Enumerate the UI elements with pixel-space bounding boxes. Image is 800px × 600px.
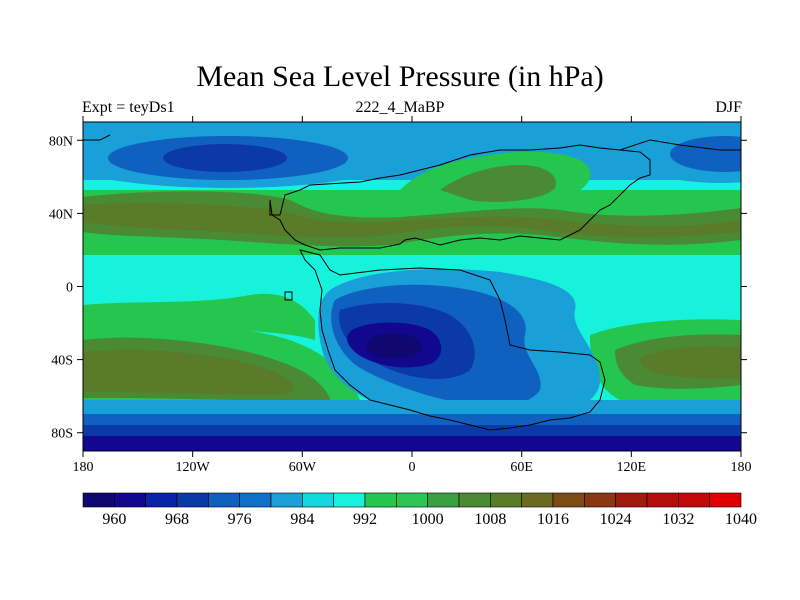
lat-tick-label: 80S — [51, 427, 73, 442]
asian-high-core — [440, 165, 556, 202]
season-label: DJF — [715, 99, 742, 116]
south-pacific-green-band — [83, 293, 315, 340]
colorbar-label: 1008 — [474, 511, 506, 528]
colorbar-swatch — [145, 492, 178, 508]
longitude-axis: 180 120W 60W 0 60E 120E 180 — [73, 116, 752, 475]
lon-tick-label: 60W — [289, 460, 317, 475]
pressure-field — [83, 122, 741, 451]
colorbar-label: 1000 — [412, 511, 444, 528]
south-pacific-high-core — [83, 349, 294, 395]
colorbar-swatch — [427, 492, 460, 508]
lat-tick-label: 0 — [66, 281, 73, 296]
laurasia-coast — [269, 144, 651, 251]
colorbar-swatch — [521, 492, 554, 508]
southern-polar-core — [83, 436, 741, 451]
colorbar: 960 968 976 984 992 1000 1008 1016 1024 1032 1040 — [82, 492, 757, 528]
latitude-axis: 80N 40N 0 40S 80S — [49, 134, 747, 442]
colorbar-swatch — [584, 492, 616, 508]
colorbar-label: 1024 — [600, 511, 632, 528]
northwest-coast — [83, 134, 111, 141]
colorbar-swatch — [364, 492, 397, 508]
continental-low-center — [366, 333, 422, 359]
north-atlantic-low-core — [670, 136, 741, 172]
north-pacific-low-core — [163, 144, 287, 172]
colorbar-label: 984 — [290, 511, 314, 528]
lon-tick-label: 0 — [409, 460, 416, 475]
northeast-coast — [619, 139, 741, 151]
colorbar-swatch — [646, 492, 679, 508]
colorbar-swatch — [333, 492, 366, 508]
lon-tick-label: 120E — [617, 460, 647, 475]
colorbar-label: 968 — [165, 511, 189, 528]
south-indian-high-core — [640, 346, 741, 379]
north-hemisphere-core — [83, 202, 741, 238]
colorbar-label: 1040 — [725, 511, 757, 528]
colorbar-swatch — [302, 492, 334, 508]
colorbar-label: 1032 — [662, 511, 694, 528]
island-coast — [284, 291, 293, 301]
lon-tick-label: 120W — [176, 460, 211, 475]
colorbar-swatch — [270, 492, 303, 508]
colorbar-swatch — [396, 492, 428, 508]
lat-tick-label: 80N — [49, 134, 73, 149]
colorbar-swatch — [709, 492, 742, 508]
experiment-id: 222_4_MaBP — [355, 99, 445, 116]
lon-tick-label: 180 — [731, 460, 752, 475]
colorbar-swatch — [615, 492, 648, 508]
colorbar-swatch — [239, 492, 272, 508]
gondwana-coast — [299, 249, 606, 431]
lat-tick-label: 40S — [51, 354, 73, 369]
lon-tick-label: 180 — [73, 460, 94, 475]
lon-tick-label: 60E — [510, 460, 533, 475]
colorbar-swatch — [208, 492, 240, 508]
colorbar-label: 960 — [102, 511, 126, 528]
colorbar-swatch — [176, 492, 209, 508]
lat-tick-label: 40N — [49, 207, 73, 222]
colorbar-label: 992 — [353, 511, 377, 528]
figure-title: Mean Sea Level Pressure (in hPa) — [196, 60, 604, 93]
colorbar-swatch — [458, 492, 491, 508]
colorbar-swatch — [82, 492, 115, 508]
colorbar-label: 976 — [228, 511, 252, 528]
colorbar-label: 1016 — [537, 511, 569, 528]
coastline — [83, 134, 741, 431]
colorbar-swatch — [114, 492, 146, 508]
colorbar-swatch — [678, 492, 710, 508]
experiment-label: Expt = teyDs1 — [82, 99, 175, 116]
colorbar-swatch — [552, 492, 585, 508]
colorbar-swatch — [490, 492, 522, 508]
